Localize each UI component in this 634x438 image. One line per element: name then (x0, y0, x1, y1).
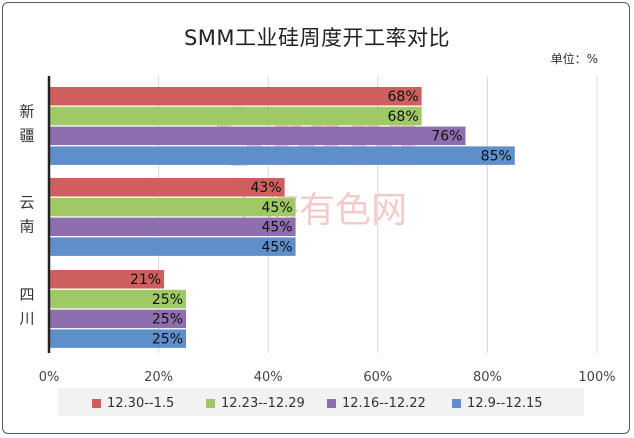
data-label: 25% (152, 312, 183, 328)
data-label: 45% (261, 200, 292, 216)
bar (49, 146, 515, 165)
data-label: 68% (388, 89, 419, 105)
bar (49, 197, 296, 217)
bar (49, 329, 186, 348)
chart-title: SMM工业硅周度开工率对比 (183, 26, 451, 50)
data-label: 25% (152, 331, 183, 347)
bar (49, 126, 466, 146)
legend-swatch (206, 398, 215, 408)
data-label: 45% (261, 220, 292, 236)
bar (49, 87, 422, 106)
legend-label: 12.30--1.5 (107, 395, 175, 411)
x-tick-label: 40% (254, 370, 283, 385)
legend-swatch (92, 398, 101, 408)
x-tick-label: 20% (144, 370, 173, 385)
x-tick-label: 100% (578, 370, 615, 385)
data-label: 76% (431, 129, 462, 145)
data-label: 85% (481, 148, 512, 164)
data-label: 25% (152, 292, 183, 308)
bar (49, 309, 186, 329)
bar (49, 106, 422, 126)
legend-label: 12.16--12.22 (342, 395, 426, 411)
legend-item: 12.30--1.5 (92, 395, 174, 411)
bar (49, 217, 296, 237)
category-label: 四 (19, 286, 34, 304)
legend-item: 12.23--12.29 (206, 395, 305, 411)
legend-label: 12.23--12.29 (221, 395, 305, 411)
category-label: 新 (19, 103, 34, 121)
data-label: 43% (251, 180, 282, 196)
x-tick-label: 80% (473, 370, 502, 385)
legend-swatch (452, 398, 461, 408)
legend-label: 12.9--12.15 (467, 395, 543, 411)
data-label: 45% (261, 239, 292, 255)
category-label: 南 (19, 218, 34, 236)
legend (58, 388, 584, 416)
data-label: 68% (388, 109, 419, 125)
bar (49, 178, 285, 197)
data-label: 21% (130, 272, 161, 288)
bar (49, 237, 296, 256)
category-label: 云 (19, 194, 34, 212)
unit-label: 单位：% (550, 52, 598, 66)
x-tick-label: 60% (363, 370, 392, 385)
bar (49, 270, 165, 289)
legend-item: 12.9--12.15 (452, 395, 543, 411)
category-label: 疆 (19, 127, 34, 145)
legend-item: 12.16--12.22 (327, 395, 426, 411)
legend-swatch (327, 398, 336, 408)
x-tick-label: 0% (39, 370, 60, 385)
bar (49, 289, 186, 309)
category-label: 川 (19, 310, 34, 328)
